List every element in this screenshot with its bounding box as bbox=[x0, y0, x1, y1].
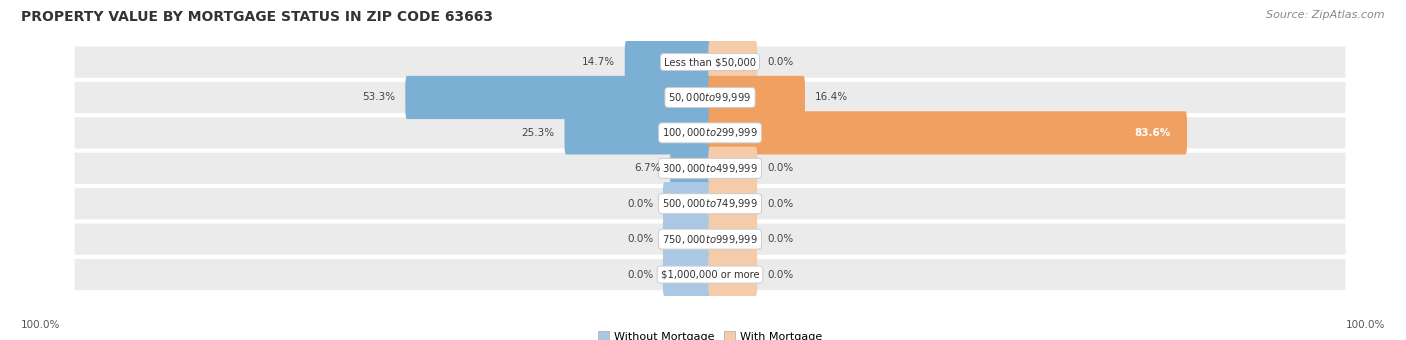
FancyBboxPatch shape bbox=[73, 116, 1347, 150]
Text: $100,000 to $299,999: $100,000 to $299,999 bbox=[662, 126, 758, 139]
Text: $50,000 to $99,999: $50,000 to $99,999 bbox=[668, 91, 752, 104]
Text: 0.0%: 0.0% bbox=[766, 270, 793, 279]
FancyBboxPatch shape bbox=[73, 222, 1347, 256]
Text: 0.0%: 0.0% bbox=[766, 57, 793, 67]
Text: 14.7%: 14.7% bbox=[582, 57, 614, 67]
FancyBboxPatch shape bbox=[662, 253, 711, 296]
Text: 25.3%: 25.3% bbox=[522, 128, 555, 138]
Text: 100.0%: 100.0% bbox=[21, 320, 60, 330]
Text: 100.0%: 100.0% bbox=[1346, 320, 1385, 330]
FancyBboxPatch shape bbox=[624, 40, 711, 84]
FancyBboxPatch shape bbox=[73, 187, 1347, 221]
FancyBboxPatch shape bbox=[709, 218, 758, 261]
FancyBboxPatch shape bbox=[73, 45, 1347, 79]
FancyBboxPatch shape bbox=[709, 182, 758, 225]
FancyBboxPatch shape bbox=[709, 147, 758, 190]
Text: $750,000 to $999,999: $750,000 to $999,999 bbox=[662, 233, 758, 245]
Text: $300,000 to $499,999: $300,000 to $499,999 bbox=[662, 162, 758, 175]
FancyBboxPatch shape bbox=[662, 182, 711, 225]
FancyBboxPatch shape bbox=[564, 111, 711, 154]
FancyBboxPatch shape bbox=[709, 111, 1187, 154]
FancyBboxPatch shape bbox=[405, 76, 711, 119]
Text: Less than $50,000: Less than $50,000 bbox=[664, 57, 756, 67]
Legend: Without Mortgage, With Mortgage: Without Mortgage, With Mortgage bbox=[593, 327, 827, 340]
Text: 16.4%: 16.4% bbox=[814, 92, 848, 102]
FancyBboxPatch shape bbox=[662, 218, 711, 261]
Text: $1,000,000 or more: $1,000,000 or more bbox=[661, 270, 759, 279]
Text: 0.0%: 0.0% bbox=[766, 234, 793, 244]
Text: 0.0%: 0.0% bbox=[766, 163, 793, 173]
Text: 0.0%: 0.0% bbox=[627, 199, 654, 209]
Text: PROPERTY VALUE BY MORTGAGE STATUS IN ZIP CODE 63663: PROPERTY VALUE BY MORTGAGE STATUS IN ZIP… bbox=[21, 10, 494, 24]
Text: 0.0%: 0.0% bbox=[766, 199, 793, 209]
FancyBboxPatch shape bbox=[709, 76, 806, 119]
Text: 0.0%: 0.0% bbox=[627, 234, 654, 244]
FancyBboxPatch shape bbox=[73, 151, 1347, 185]
Text: 0.0%: 0.0% bbox=[627, 270, 654, 279]
FancyBboxPatch shape bbox=[671, 147, 711, 190]
Text: 6.7%: 6.7% bbox=[634, 163, 661, 173]
Text: Source: ZipAtlas.com: Source: ZipAtlas.com bbox=[1267, 10, 1385, 20]
FancyBboxPatch shape bbox=[709, 253, 758, 296]
FancyBboxPatch shape bbox=[73, 81, 1347, 115]
FancyBboxPatch shape bbox=[709, 40, 758, 84]
Text: 83.6%: 83.6% bbox=[1135, 128, 1171, 138]
Text: 53.3%: 53.3% bbox=[363, 92, 395, 102]
Text: $500,000 to $749,999: $500,000 to $749,999 bbox=[662, 197, 758, 210]
FancyBboxPatch shape bbox=[73, 258, 1347, 291]
